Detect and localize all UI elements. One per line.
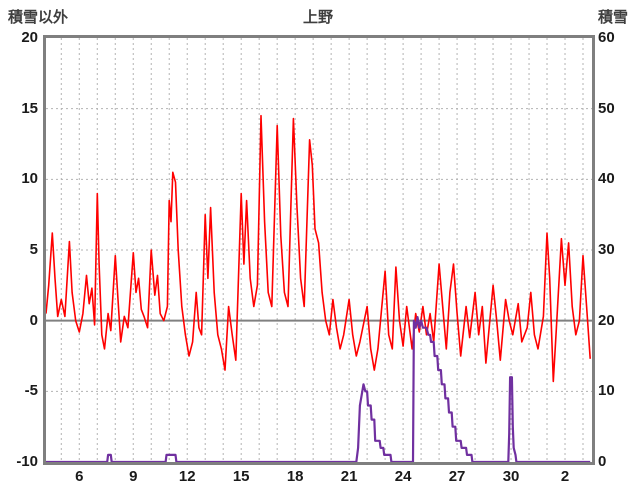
y-left-tick-label: 10 [21,170,38,188]
x-tick-label: 24 [394,468,412,485]
y-right-tick-label: 0 [598,453,607,470]
y-left-tick-label: -5 [24,382,38,400]
y-left-tick-label: 5 [29,241,38,258]
y-right-tick-label: 20 [598,311,615,329]
x-tick-label: 21 [340,468,358,485]
x-tick-label: 2 [560,468,570,485]
y-left-tick-label: 0 [29,311,38,329]
series-line-left [46,114,591,383]
y-right-tick-label: 10 [598,382,615,400]
x-tick-label: 18 [286,468,304,485]
series-line-right [46,316,591,462]
plot-svg [46,38,592,462]
x-tick-label: 15 [232,468,250,485]
y-left-tick-label: -10 [16,453,38,470]
y-right-tick-label: 30 [598,241,615,258]
x-tick-label: 12 [178,468,196,485]
x-tick-label: 30 [502,468,520,485]
x-tick-label: 6 [75,468,84,485]
y-left-tick-label: 20 [21,29,38,46]
left-axis-title: 積雪以外 [8,9,69,26]
y-right-tick-label: 60 [598,29,615,46]
y-right-tick-label: 50 [598,99,615,117]
plot-area [43,35,595,465]
x-tick-label: 27 [448,468,466,485]
chart-title: 上野 [302,9,333,26]
x-tick-label: 9 [129,468,138,485]
y-left-tick-label: 15 [21,99,38,117]
y-right-tick-label: 40 [598,170,615,188]
right-axis-title: 積雪 [597,9,628,26]
